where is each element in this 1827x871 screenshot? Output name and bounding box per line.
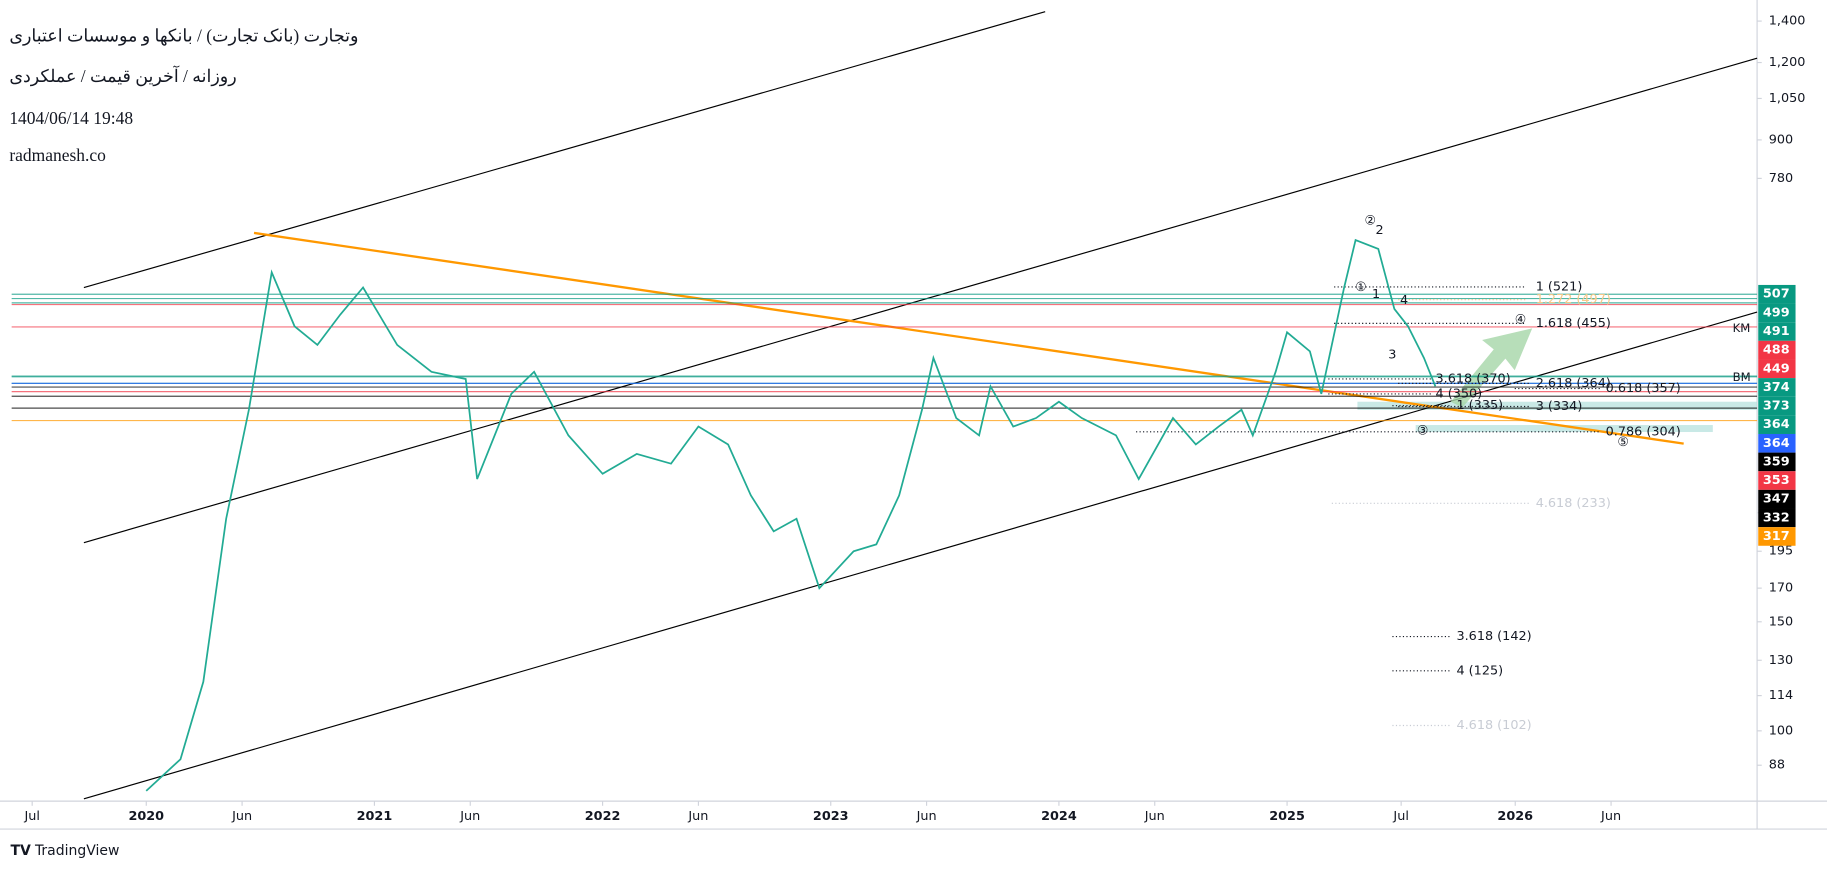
price-label: 317 xyxy=(1763,529,1790,544)
channel-line xyxy=(83,57,1758,544)
wave-label: 4 xyxy=(1400,293,1408,308)
price-label-bg xyxy=(1758,396,1796,416)
x-tick-label: Jun xyxy=(916,809,937,824)
wave-label: 2 xyxy=(1375,223,1383,238)
x-tick-label: Jun xyxy=(1600,809,1621,824)
fib-label: 1 (521) xyxy=(1536,279,1583,294)
x-tick-label: Jun xyxy=(687,809,708,824)
y-tick-label: 88 xyxy=(1769,758,1785,773)
brand-logo: TV xyxy=(10,843,31,859)
zone xyxy=(1415,425,1713,433)
y-tick-label: 780 xyxy=(1769,171,1793,186)
price-label-bg xyxy=(1758,508,1796,528)
wave-label: ⑤ xyxy=(1617,435,1628,450)
x-tick-label: Jul xyxy=(1392,809,1408,824)
fib-label: 4 (125) xyxy=(1456,663,1503,678)
price-label-bg xyxy=(1758,527,1796,546)
price-label-bg xyxy=(1758,284,1796,304)
price-label: 488 xyxy=(1763,343,1790,358)
y-tick-label: 1,400 xyxy=(1769,14,1806,29)
channel-line xyxy=(83,311,1758,800)
arrow xyxy=(1450,328,1533,408)
x-tick-label: 2025 xyxy=(1269,809,1305,824)
price-label: 499 xyxy=(1763,305,1790,320)
subtitle: روزانه / آخرین قیمت / عملکردی xyxy=(9,65,236,87)
fib-label: 1.272 (497) xyxy=(1536,292,1611,307)
x-tick-label: Jun xyxy=(459,809,480,824)
wave-label: ③ xyxy=(1417,423,1428,438)
wave-label: ① xyxy=(1355,280,1366,295)
price-label: 374 xyxy=(1763,380,1790,395)
fib-label: 2.618 (364) xyxy=(1536,376,1611,391)
line-tag: BM xyxy=(1733,370,1751,384)
fib-label: 0.786 (304) xyxy=(1606,424,1681,439)
x-tick-label: 2021 xyxy=(357,809,393,824)
price-label-bg xyxy=(1758,415,1796,434)
fib-label: 1.618 (455) xyxy=(1536,316,1611,331)
price-label-bg xyxy=(1758,489,1796,509)
wave-label: 3 xyxy=(1388,348,1396,363)
x-tick-label: 2023 xyxy=(813,809,849,824)
y-tick-label: 900 xyxy=(1769,132,1793,147)
price-label: 491 xyxy=(1763,324,1790,339)
line-tag: KM xyxy=(1733,321,1751,335)
x-tick-label: Jun xyxy=(1144,809,1165,824)
zone xyxy=(1357,401,1758,410)
fib-label: 3.618 (370) xyxy=(1436,371,1511,386)
price-label: 353 xyxy=(1763,473,1790,488)
site: radmanesh.co xyxy=(9,145,106,165)
x-tick-label: 2022 xyxy=(585,809,621,824)
y-tick-label: 1,050 xyxy=(1769,91,1806,106)
wave-label: ② xyxy=(1365,214,1376,229)
y-tick-label: 170 xyxy=(1769,581,1793,596)
price-label: 449 xyxy=(1763,361,1790,376)
price-line xyxy=(145,238,1437,792)
fib-label: 4.618 (102) xyxy=(1456,718,1531,733)
price-label-bg xyxy=(1758,303,1796,323)
x-tick-label: Jun xyxy=(231,809,252,824)
y-tick-label: 114 xyxy=(1769,688,1793,703)
price-label-bg xyxy=(1758,452,1796,472)
fib-label: 3 (334) xyxy=(1536,399,1583,414)
price-label: 373 xyxy=(1763,399,1790,414)
title: وتجارت (بانک تجارت) / بانکها و موسسات اع… xyxy=(9,25,358,46)
price-label-bg xyxy=(1758,359,1796,379)
fib-label: 4.618 (233) xyxy=(1536,496,1611,511)
price-label-bg xyxy=(1758,340,1796,360)
price-label: 364 xyxy=(1763,436,1790,451)
fib-label: 1 (335) xyxy=(1456,398,1503,413)
x-tick-label: 2020 xyxy=(128,809,164,824)
price-label-bg xyxy=(1758,378,1796,397)
y-tick-label: 130 xyxy=(1769,653,1793,668)
fib-label: 4 (350) xyxy=(1436,386,1483,401)
price-label: 359 xyxy=(1763,454,1790,469)
x-tick-label: Jul xyxy=(23,809,39,824)
wave-label: 1 xyxy=(1372,287,1380,302)
fib-label: 0.618 (357) xyxy=(1606,381,1681,396)
y-tick-label: 100 xyxy=(1769,723,1793,738)
x-tick-label: 2024 xyxy=(1041,809,1077,824)
wave-label: ④ xyxy=(1515,313,1526,328)
price-label: 332 xyxy=(1763,510,1790,525)
y-tick-label: 195 xyxy=(1769,544,1793,559)
y-tick-label: 150 xyxy=(1769,614,1793,629)
price-label-bg xyxy=(1758,471,1796,490)
fib-label: 3.618 (142) xyxy=(1456,629,1531,644)
price-label-bg xyxy=(1758,322,1796,341)
x-tick-label: 2026 xyxy=(1497,809,1533,824)
brand: TradingView xyxy=(34,843,119,859)
datetime: 1404/06/14 19:48 xyxy=(9,108,133,128)
price-label: 507 xyxy=(1763,287,1790,302)
price-label-bg xyxy=(1758,433,1796,453)
channel-line xyxy=(83,11,1046,289)
price-label: 364 xyxy=(1763,417,1790,432)
price-label: 347 xyxy=(1763,492,1790,507)
y-tick-label: 1,200 xyxy=(1769,55,1806,70)
